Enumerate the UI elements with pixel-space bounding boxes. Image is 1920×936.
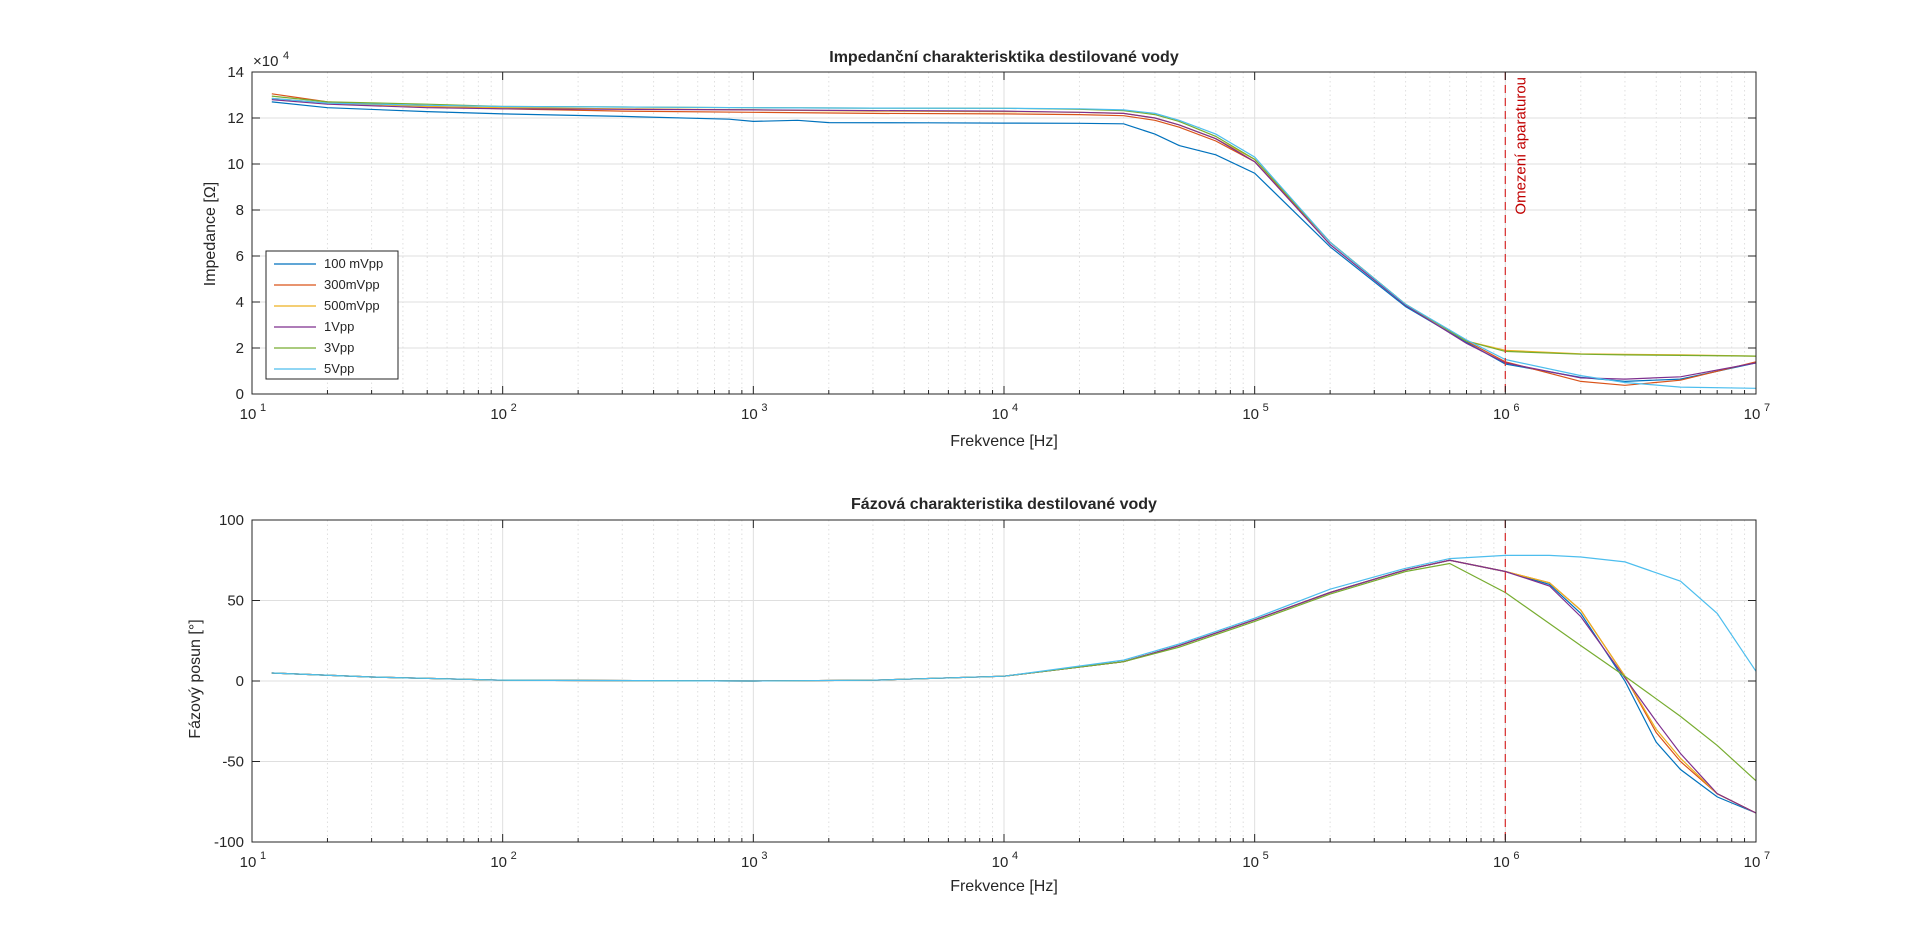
- phase-x-tick-label: 10: [741, 854, 758, 871]
- exponent-base: ×10: [253, 53, 278, 70]
- impedance-chart-title: Impedanční charakterisktika destilované …: [829, 49, 1179, 66]
- phase-x-tick-label: 10: [1744, 854, 1761, 871]
- impedance-legend: 100 mVpp 300mVpp 500mVpp 1Vpp 3Vpp 5Vpp: [265, 250, 399, 380]
- impedance-x-tick-label: 10: [1493, 406, 1510, 423]
- phase-x-tick-label: 10: [1493, 854, 1510, 871]
- phase-series-line: [271, 554, 1757, 682]
- phase-chart: Fázová charakteristika destilované vody …: [187, 496, 1770, 895]
- phase-x-tick-exponent: 7: [1764, 850, 1770, 862]
- impedance-y-tick-label: 0: [236, 386, 244, 403]
- phase-x-tick-exponent: 6: [1513, 850, 1519, 862]
- phase-x-axis-label: Frekvence [Hz]: [950, 878, 1058, 895]
- impedance-x-tick-exponent: 2: [511, 402, 517, 414]
- legend-label: 500mVpp: [324, 298, 380, 313]
- phase-x-tick-exponent: 1: [260, 850, 266, 862]
- impedance-y-tick-label: 2: [236, 340, 244, 357]
- impedance-x-tick-label: 10: [741, 406, 758, 423]
- phase-chart-title: Fázová charakteristika destilované vody: [851, 496, 1157, 513]
- impedance-x-tick-label: 10: [490, 406, 507, 423]
- phase-x-tick-exponent: 3: [761, 850, 767, 862]
- impedance-y-tick-label: 10: [227, 156, 244, 173]
- impedance-y-axis-label: Impedance [Ω]: [202, 182, 219, 286]
- impedance-x-tick-label: 10: [240, 406, 257, 423]
- impedance-limit-label: Omezení aparaturou: [1512, 77, 1529, 215]
- phase-y-axis-label: Fázový posun [°]: [187, 619, 204, 738]
- impedance-y-tick-label: 8: [236, 202, 244, 219]
- impedance-chart: Impedanční charakterisktika destilované …: [202, 49, 1770, 450]
- impedance-x-tick-label: 10: [1242, 406, 1259, 423]
- legend-label: 300mVpp: [324, 277, 380, 292]
- impedance-x-tick-label: 10: [992, 406, 1009, 423]
- phase-x-tick-exponent: 4: [1012, 850, 1018, 862]
- impedance-series-line: [271, 99, 1757, 380]
- legend-box: [265, 250, 399, 380]
- phase-x-tick-exponent: 2: [511, 850, 517, 862]
- phase-x-tick-exponent: 5: [1263, 850, 1269, 862]
- legend-label: 3Vpp: [324, 340, 354, 355]
- phase-y-tick-label: 0: [236, 673, 244, 690]
- impedance-y-tick-label: 12: [227, 110, 244, 127]
- legend-label: 5Vpp: [324, 361, 354, 376]
- impedance-x-tick-exponent: 4: [1012, 402, 1018, 414]
- impedance-x-axis-label: Frekvence [Hz]: [950, 433, 1058, 450]
- impedance-series-line: [271, 93, 1757, 386]
- impedance-x-tick-exponent: 3: [761, 402, 767, 414]
- phase-x-tick-label: 10: [1242, 854, 1259, 871]
- impedance-x-tick-exponent: 7: [1764, 402, 1770, 414]
- phase-y-tick-label: -100: [214, 834, 244, 851]
- impedance-x-tick-exponent: 5: [1263, 402, 1269, 414]
- legend-label: 100 mVpp: [324, 256, 383, 271]
- phase-x-tick-label: 10: [490, 854, 507, 871]
- impedance-series-line: [271, 97, 1757, 389]
- legend-label: 1Vpp: [324, 319, 354, 334]
- phase-y-tick-label: -50: [222, 754, 244, 771]
- phase-y-tick-label: 50: [227, 593, 244, 610]
- impedance-y-tick-label: 6: [236, 248, 244, 265]
- impedance-y-tick-label: 4: [236, 294, 244, 311]
- impedance-x-tick-exponent: 1: [260, 402, 266, 414]
- phase-x-tick-label: 10: [240, 854, 257, 871]
- impedance-x-tick-label: 10: [1744, 406, 1761, 423]
- phase-y-tick-label: 100: [219, 512, 244, 529]
- exponent-power: 4: [283, 50, 289, 62]
- impedance-x-tick-exponent: 6: [1513, 402, 1519, 414]
- phase-x-tick-label: 10: [992, 854, 1009, 871]
- impedance-y-tick-label: 14: [227, 64, 244, 81]
- impedance-y-exponent: ×10 4: [253, 50, 289, 70]
